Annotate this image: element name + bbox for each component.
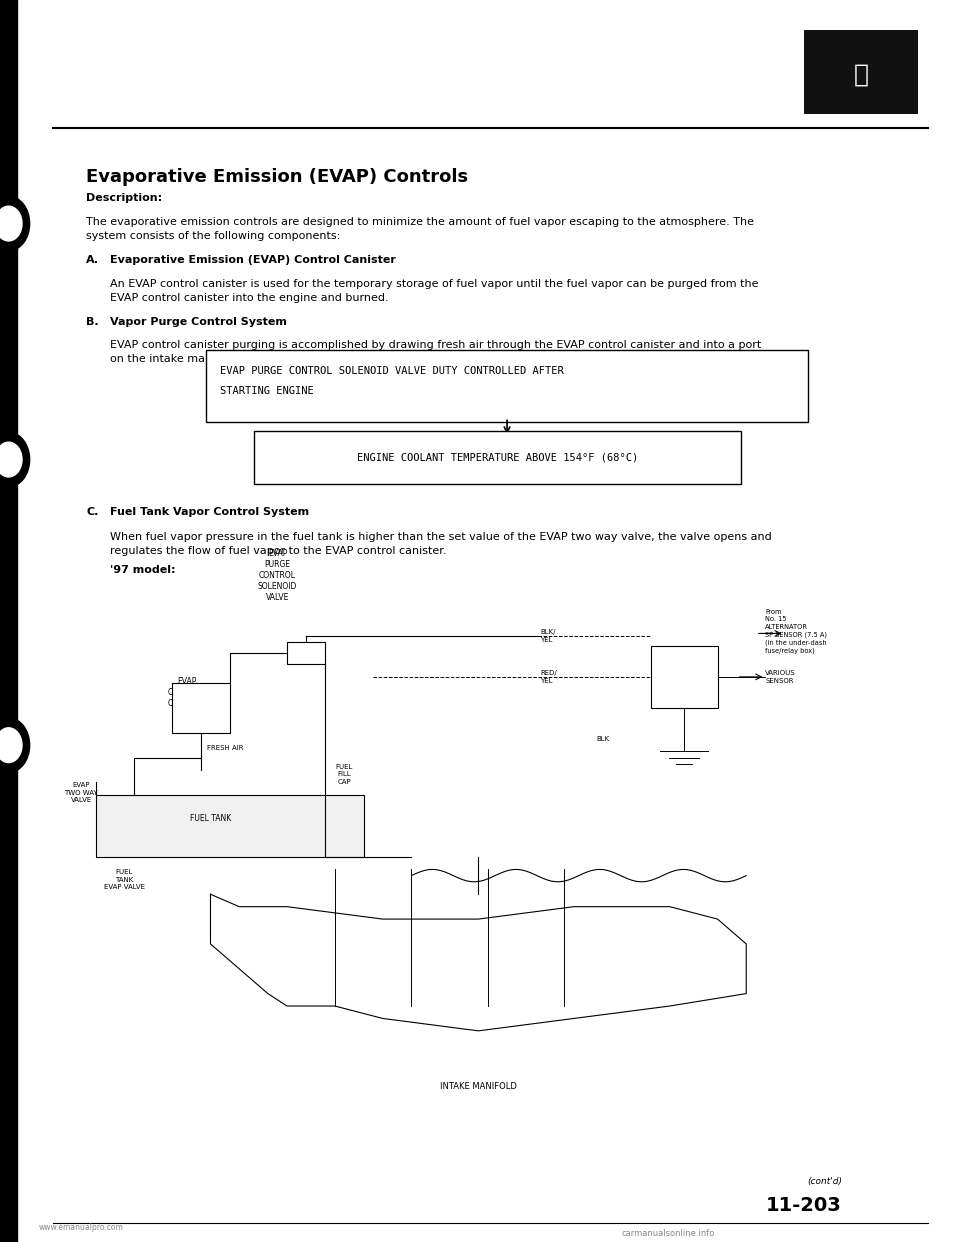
Text: From
No. 15
ALTERNATOR
SP SENSOR (7.5 A)
(in the under-dash
fuse/relay box): From No. 15 ALTERNATOR SP SENSOR (7.5 A)… bbox=[765, 609, 828, 653]
Circle shape bbox=[0, 196, 30, 251]
Text: VARIOUS
SENSOR: VARIOUS SENSOR bbox=[765, 671, 796, 683]
Circle shape bbox=[0, 206, 22, 241]
Polygon shape bbox=[96, 795, 364, 857]
Text: EVAP control canister purging is accomplished by drawing fresh air through the E: EVAP control canister purging is accompl… bbox=[110, 340, 761, 364]
Text: 11-203: 11-203 bbox=[766, 1196, 842, 1215]
Text: BLK/
YEL: BLK/ YEL bbox=[540, 630, 556, 642]
Text: '97 model:: '97 model: bbox=[110, 565, 176, 575]
Bar bbox=[287, 642, 325, 664]
Text: Evaporative Emission (EVAP) Control Canister: Evaporative Emission (EVAP) Control Cani… bbox=[110, 255, 396, 265]
Text: BLK: BLK bbox=[596, 737, 610, 741]
Bar bbox=[172, 683, 229, 733]
Text: (cont'd): (cont'd) bbox=[807, 1177, 842, 1186]
FancyBboxPatch shape bbox=[205, 350, 808, 422]
Text: B.: B. bbox=[86, 317, 99, 327]
Circle shape bbox=[0, 442, 22, 477]
Text: FUEL
TANK
EVAP VALVE: FUEL TANK EVAP VALVE bbox=[104, 869, 145, 891]
Text: PCM: PCM bbox=[673, 672, 695, 682]
Text: Evaporative Emission (EVAP) Controls: Evaporative Emission (EVAP) Controls bbox=[86, 168, 468, 185]
Text: FUEL TANK: FUEL TANK bbox=[190, 814, 231, 822]
Text: carmanualsonline.info: carmanualsonline.info bbox=[622, 1230, 715, 1238]
Text: STARTING ENGINE: STARTING ENGINE bbox=[220, 386, 314, 396]
Text: EVAP
PURGE
CONTROL
SOLENOID
VALVE: EVAP PURGE CONTROL SOLENOID VALVE bbox=[257, 549, 298, 602]
Text: www.emanualpro.com: www.emanualpro.com bbox=[38, 1223, 123, 1232]
Text: Vapor Purge Control System: Vapor Purge Control System bbox=[110, 317, 287, 327]
FancyBboxPatch shape bbox=[253, 431, 741, 484]
Text: FUEL
FILL
CAP: FUEL FILL CAP bbox=[336, 764, 353, 785]
Text: C.: C. bbox=[86, 507, 99, 517]
Bar bbox=[651, 646, 717, 708]
FancyBboxPatch shape bbox=[804, 30, 919, 114]
Text: RED/
YEL: RED/ YEL bbox=[540, 671, 557, 683]
Text: 🔧: 🔧 bbox=[853, 62, 869, 87]
Text: INTAKE MANIFOLD: INTAKE MANIFOLD bbox=[440, 1082, 516, 1092]
Text: When fuel vapor pressure in the fuel tank is higher than the set value of the EV: When fuel vapor pressure in the fuel tan… bbox=[110, 532, 772, 555]
Text: The evaporative emission controls are designed to minimize the amount of fuel va: The evaporative emission controls are de… bbox=[86, 217, 755, 241]
Text: EVAP
CONTROL
CANISTER: EVAP CONTROL CANISTER bbox=[168, 677, 205, 708]
Text: Fuel Tank Vapor Control System: Fuel Tank Vapor Control System bbox=[110, 507, 309, 517]
Text: Description:: Description: bbox=[86, 193, 162, 202]
Text: An EVAP control canister is used for the temporary storage of fuel vapor until t: An EVAP control canister is used for the… bbox=[110, 279, 758, 303]
Text: EVAP
TWO WAY
VALVE: EVAP TWO WAY VALVE bbox=[64, 782, 98, 804]
Circle shape bbox=[0, 728, 22, 763]
Text: EVAP PURGE CONTROL SOLENOID VALVE DUTY CONTROLLED AFTER: EVAP PURGE CONTROL SOLENOID VALVE DUTY C… bbox=[220, 366, 564, 376]
Circle shape bbox=[0, 432, 30, 487]
Text: A.: A. bbox=[86, 255, 99, 265]
Bar bbox=[0, 0, 17, 1242]
Text: FRESH AIR: FRESH AIR bbox=[206, 745, 243, 751]
Text: ENGINE COOLANT TEMPERATURE ABOVE 154°F (68°C): ENGINE COOLANT TEMPERATURE ABOVE 154°F (… bbox=[357, 452, 638, 463]
Circle shape bbox=[0, 718, 30, 773]
